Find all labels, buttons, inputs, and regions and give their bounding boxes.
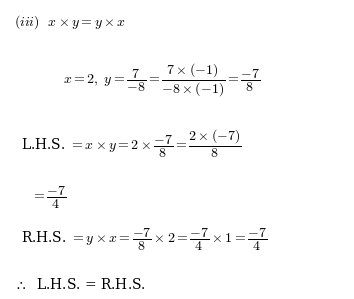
Text: R.H.S. $= y \times x = \dfrac{-7}{8} \times 2 = \dfrac{-7}{4} \times 1 = \dfrac{: R.H.S. $= y \times x = \dfrac{-7}{8} \ti… [21,227,267,254]
Text: $= \dfrac{-7}{4}$: $= \dfrac{-7}{4}$ [31,185,67,211]
Text: $x = 2,\ y = \dfrac{7}{-8} = \dfrac{7 \times (-1)}{-8 \times (-1)} = \dfrac{-7}{: $x = 2,\ y = \dfrac{7}{-8} = \dfrac{7 \t… [63,62,260,99]
Text: $(iii)$  $x \times y = y \times x$: $(iii)$ $x \times y = y \times x$ [14,13,126,31]
Text: $\therefore$  L.H.S. = R.H.S.: $\therefore$ L.H.S. = R.H.S. [14,277,146,292]
Text: L.H.S. $= x \times y = 2 \times \dfrac{-7}{8} = \dfrac{2 \times (-7)}{8}$: L.H.S. $= x \times y = 2 \times \dfrac{-… [21,128,241,160]
